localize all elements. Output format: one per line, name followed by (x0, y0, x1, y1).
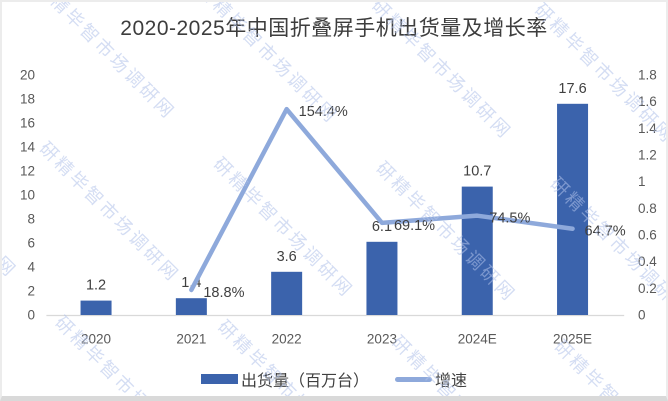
left-axis-tick: 2 (27, 284, 35, 299)
left-axis-tick: 12 (20, 164, 35, 179)
right-axis-tick: 0.2 (638, 281, 657, 296)
x-axis-label-2022: 2022 (272, 332, 302, 347)
x-axis-label-2024E: 2024E (458, 332, 497, 347)
left-axis-tick: 16 (20, 116, 35, 131)
legend-item-shipments: 出货量（百万台） (200, 367, 369, 391)
left-axis-tick: 8 (27, 212, 35, 227)
right-axis-tick: 0.8 (638, 201, 657, 216)
legend-bar-label: 出货量（百万台） (240, 373, 369, 390)
bar-2021 (175, 298, 207, 315)
legend-bar-swatch-icon (200, 374, 238, 384)
left-axis-tick: 4 (27, 260, 35, 275)
right-axis-tick: 0.6 (638, 228, 657, 243)
right-axis-tick: 0 (638, 308, 646, 323)
legend-item-growth: 增速 (395, 367, 467, 391)
x-axis-label-2021: 2021 (176, 332, 206, 347)
line-label-2023: 69.1% (394, 218, 435, 234)
line-label-2024E: 74.5% (489, 211, 530, 227)
bar-2022 (271, 271, 303, 315)
bar-label-2020: 1.2 (86, 278, 106, 294)
right-axis-tick: 1.8 (638, 68, 657, 83)
x-axis-label-2020: 2020 (81, 332, 111, 347)
x-axis-label-2025E: 2025E (553, 332, 592, 347)
left-axis-tick: 10 (20, 188, 35, 203)
left-axis-tick: 14 (20, 140, 36, 155)
bar-label-2022: 3.6 (277, 249, 297, 265)
left-axis-tick: 0 (27, 308, 35, 323)
line-label-2021: 18.8% (203, 285, 244, 301)
bar-2024E (461, 186, 493, 315)
bar-2020 (80, 300, 112, 315)
left-axis-tick: 20 (20, 68, 35, 83)
bar-2023 (366, 241, 398, 315)
right-axis-tick: 0.4 (638, 254, 657, 269)
legend: 出货量（百万台） 增速 (2, 367, 666, 391)
x-axis-label-2023: 2023 (367, 332, 397, 347)
bar-label-2025E: 17.6 (558, 81, 586, 97)
line-label-2022: 154.4% (299, 104, 348, 120)
legend-line-label: 增速 (435, 373, 468, 390)
right-axis-tick: 1 (638, 174, 646, 189)
bar-2025E (557, 103, 589, 315)
right-axis-tick: 1.6 (638, 94, 657, 109)
line-label-2025E: 64.7% (585, 224, 626, 240)
bar-label-2024E: 10.7 (463, 164, 491, 180)
left-axis-tick: 18 (20, 92, 35, 107)
chart-title: 2020-2025年中国折叠屏手机出货量及增长率 (120, 17, 548, 40)
left-axis-tick: 6 (27, 236, 35, 251)
legend-line-swatch-icon (395, 376, 432, 382)
right-axis-tick: 1.4 (638, 121, 657, 136)
growth-line (189, 106, 575, 293)
right-axis-tick: 1.2 (638, 148, 657, 163)
